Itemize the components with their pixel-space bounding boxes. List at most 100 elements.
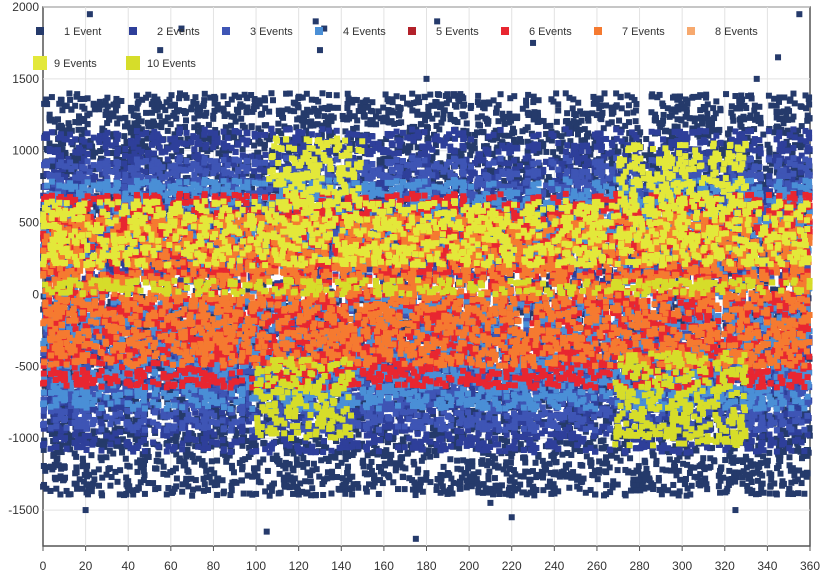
data-point: [762, 416, 769, 423]
data-point: [600, 268, 607, 275]
data-point: [475, 92, 482, 99]
data-point: [610, 478, 617, 485]
data-point: [429, 154, 436, 161]
data-point: [369, 99, 376, 106]
data-point: [99, 474, 106, 481]
data-point: [179, 481, 186, 488]
data-point: [106, 465, 113, 472]
data-point: [590, 93, 597, 100]
data-point: [167, 121, 174, 128]
data-point: [693, 447, 700, 454]
data-point: [182, 479, 189, 486]
data-point: [543, 148, 550, 155]
data-point: [290, 490, 297, 497]
data-point: [105, 438, 112, 445]
data-point: [530, 99, 537, 106]
data-point: [519, 105, 526, 112]
data-point: [260, 281, 267, 288]
data-point: [760, 131, 767, 138]
data-point: [103, 108, 110, 115]
data-point: [520, 334, 527, 341]
data-point: [594, 476, 601, 483]
data-point: [294, 116, 301, 123]
data-point: [142, 457, 149, 464]
data-point: [601, 90, 608, 97]
data-point: [766, 490, 773, 497]
data-point: [118, 97, 125, 104]
data-point: [652, 114, 659, 121]
data-point: [279, 113, 286, 120]
data-point: [164, 114, 171, 121]
data-point: [602, 457, 609, 464]
data-point: [92, 166, 99, 173]
data-point: [717, 489, 724, 496]
data-point: [764, 141, 771, 148]
data-point: [248, 92, 255, 99]
data-point: [116, 491, 123, 498]
data-point: [540, 118, 547, 125]
data-point: [440, 463, 447, 470]
data-point: [548, 490, 555, 497]
data-point: [599, 260, 606, 267]
data-point: [510, 136, 517, 143]
data-point: [481, 105, 488, 112]
data-point: [718, 464, 725, 471]
data-point: [703, 92, 710, 99]
data-point: [572, 112, 579, 119]
data-point: [603, 482, 610, 489]
data-point: [239, 442, 246, 449]
data-point: [178, 148, 185, 155]
data-point: [220, 107, 227, 114]
data-point: [65, 120, 72, 127]
data-point: [437, 160, 444, 167]
data-point: [577, 447, 584, 454]
data-point: [228, 113, 235, 120]
data-point: [297, 480, 304, 487]
data-point: [672, 304, 679, 311]
data-point: [249, 473, 256, 480]
data-point: [202, 112, 209, 119]
data-point: [427, 91, 434, 98]
data-point: [401, 486, 408, 493]
data-point: [42, 467, 49, 474]
data-point: [491, 487, 498, 494]
data-point: [182, 431, 189, 438]
data-point: [553, 90, 560, 97]
data-point: [307, 478, 314, 485]
data-point: [569, 105, 576, 112]
data-point: [345, 95, 352, 102]
data-point: [539, 474, 546, 481]
data-point: [88, 488, 95, 495]
data-point: [472, 407, 479, 414]
data-point: [723, 91, 730, 98]
data-point: [768, 102, 775, 109]
data-point: [775, 442, 782, 449]
data-point: [266, 108, 273, 115]
data-point: [320, 478, 327, 485]
data-point: [212, 126, 219, 133]
data-point: [239, 466, 246, 473]
data-point: [653, 163, 660, 170]
data-point: [257, 479, 264, 486]
data-point: [449, 490, 456, 497]
data-point: [564, 450, 571, 457]
data-point: [440, 115, 447, 122]
data-point: [144, 135, 151, 142]
data-point: [542, 123, 549, 130]
data-point: [200, 101, 207, 108]
data-point: [773, 108, 780, 115]
data-point: [495, 118, 502, 125]
data-point: [310, 460, 317, 467]
data-point: [110, 419, 117, 426]
data-point: [737, 121, 744, 128]
data-point: [544, 483, 551, 490]
data-point: [766, 449, 773, 456]
data-point: [718, 146, 725, 153]
data-point: [156, 113, 163, 120]
data-point: [110, 150, 117, 157]
data-point: [532, 459, 539, 466]
data-point: [68, 127, 75, 134]
data-point: [446, 153, 453, 160]
data-point: [269, 97, 276, 104]
